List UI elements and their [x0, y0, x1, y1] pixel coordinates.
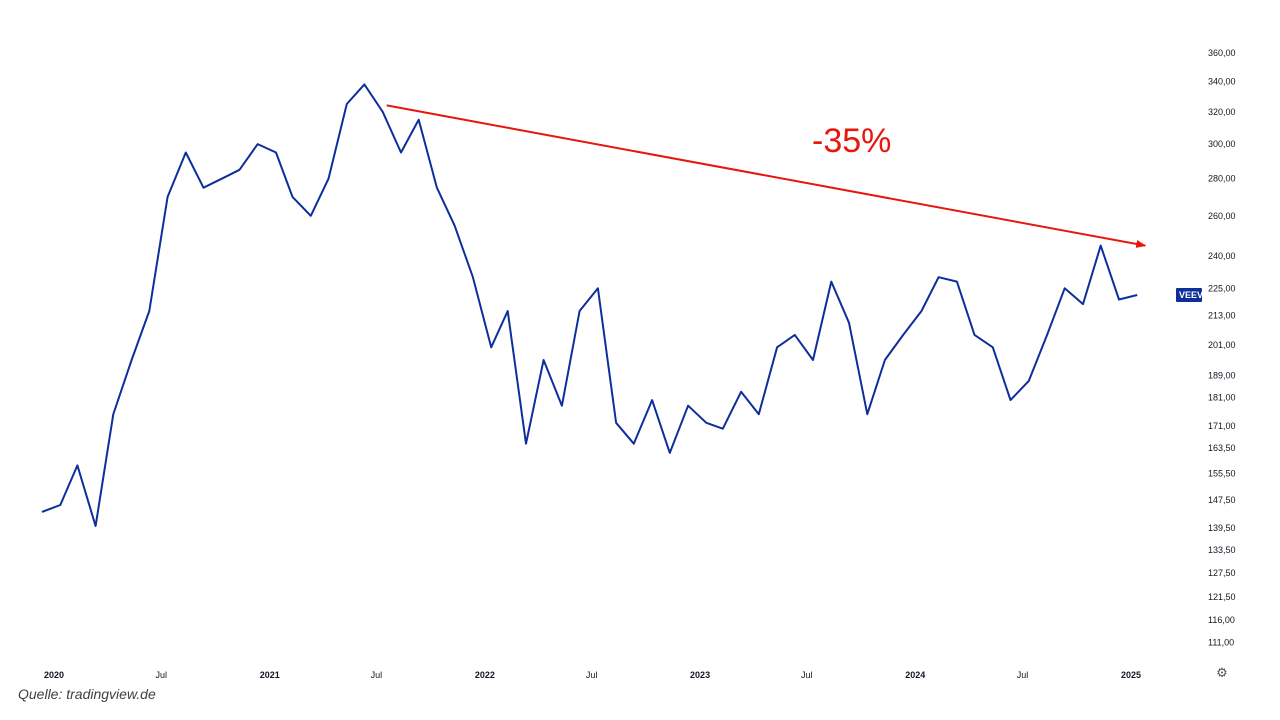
- x-tick-label: 2025: [1121, 670, 1141, 680]
- y-tick-label: 280,00: [1208, 174, 1236, 184]
- y-tick-label: 121,50: [1208, 592, 1236, 602]
- x-tick-label: 2024: [905, 670, 925, 680]
- y-tick-label: 201,00: [1208, 340, 1236, 350]
- ticker-badge: [1176, 287, 1202, 302]
- y-tick-label: 133,50: [1208, 545, 1236, 555]
- y-tick-label: 320,00: [1208, 107, 1236, 117]
- y-tick-label: 116,00: [1208, 615, 1235, 625]
- x-tick-label: Jul: [156, 670, 168, 680]
- x-tick-label: 2021: [260, 670, 280, 680]
- y-tick-label: 225,00: [1208, 283, 1236, 293]
- y-tick-label: 240,00: [1208, 251, 1236, 261]
- y-tick-label: 147,50: [1208, 495, 1236, 505]
- x-tick-label: Jul: [801, 670, 813, 680]
- plot-area: [41, 83, 1138, 527]
- annotation: -35%: [386, 104, 1147, 248]
- source-caption: Quelle: tradingview.de: [18, 686, 156, 702]
- y-tick-label: 181,00: [1208, 392, 1236, 402]
- y-tick-label: 111,00: [1208, 637, 1234, 647]
- y-tick-label: 300,00: [1208, 139, 1236, 149]
- x-tick-label: 2023: [690, 670, 710, 680]
- x-tick-label: 2020: [44, 670, 64, 680]
- y-tick-label: 171,00: [1208, 421, 1236, 431]
- x-tick-label: Jul: [371, 670, 383, 680]
- y-tick-label: 163,50: [1208, 443, 1236, 453]
- y-tick-label: 213,00: [1208, 311, 1236, 321]
- x-tick-label: Jul: [586, 670, 598, 680]
- x-tick-label: 2022: [475, 670, 495, 680]
- y-tick-label: 360,00: [1208, 48, 1236, 58]
- gear-icon[interactable]: ⚙: [1216, 666, 1228, 681]
- y-tick-label: 260,00: [1208, 211, 1236, 221]
- x-axis: 2020 Jul 2021 Jul 2022 Jul 2023 Jul 2024 Jul 2025: [44, 670, 1141, 680]
- drawdown-label: -35%: [812, 122, 891, 160]
- ticker-label: VEEV: [1179, 290, 1203, 300]
- y-tick-label: 155,50: [1208, 468, 1236, 478]
- y-tick-label: 139,50: [1208, 523, 1236, 533]
- y-tick-label: 340,00: [1208, 76, 1236, 86]
- y-tick-label: 189,00: [1208, 371, 1236, 381]
- price-line: [41, 83, 1138, 527]
- y-axis: 360,00 340,00 320,00 300,00 280,00 260,00 240,…: [1208, 48, 1236, 647]
- y-tick-label: 127,50: [1208, 568, 1236, 578]
- last-price-badge: VEEV: [1176, 287, 1203, 302]
- trend-arrow: [386, 104, 1147, 248]
- x-tick-label: Jul: [1017, 670, 1029, 680]
